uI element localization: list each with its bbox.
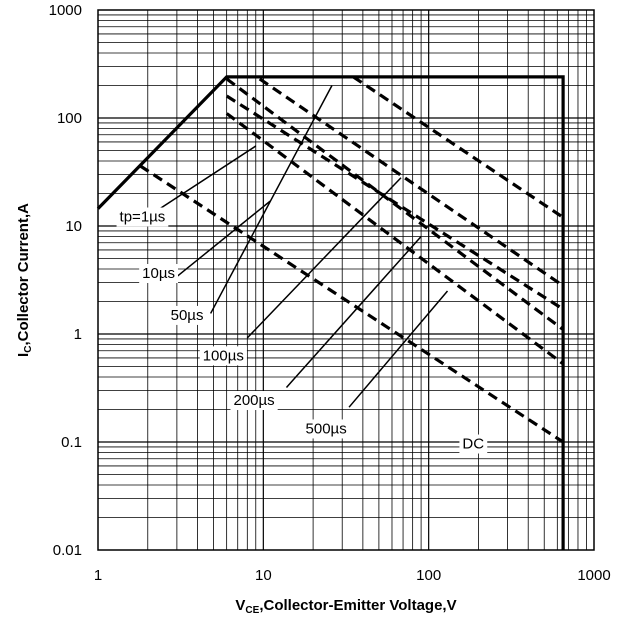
annotation-label-bg [459,434,488,454]
annotation-label: 500µs [306,420,347,437]
series-layer [96,75,565,550]
y-tick-label: 1000 [49,2,82,19]
x-tick-labels: 1 10 100 1000 [94,567,611,584]
annotation-label-bg [167,305,207,325]
annotation-label: 50µs [171,307,204,324]
y-tick-label: 10 [65,218,82,235]
annotation-leader [176,200,271,278]
series-line [258,77,565,288]
x-tick-label: 1000 [577,567,610,584]
annotation-label: tp=1µs [120,209,166,226]
annotation-label-bg [199,346,247,366]
annotation-label: DC [462,436,484,453]
label-layer: tp=1µs 10µs 50µs 100µs 200µs 500µs DC [116,207,488,454]
annotation-leader [246,177,402,339]
x-axis-title: VCE,Collector-Emitter Voltage,V [235,597,456,616]
x-tick-label: 1 [94,567,102,584]
series-line [225,94,564,311]
annotation-label: 200µs [233,392,274,409]
series-line [352,75,564,219]
annotation-leader [348,290,449,408]
series-line [225,112,565,366]
y-tick-label: 1 [74,326,82,343]
annotation-label-bg [139,264,179,284]
y-tick-label: 0.01 [53,542,82,559]
annotation-label-bg [230,391,278,411]
annotation-label: 10µs [142,265,175,282]
annotation-label: 100µs [203,347,244,364]
plot-frame [97,9,595,551]
y-tick-labels: 0.01 0.1 1 10 100 1000 [49,2,82,559]
y-tick-label: 0.1 [61,434,82,451]
y-tick-label: 100 [57,110,82,127]
series-line [96,75,565,550]
series-line [139,164,564,444]
annotation-leader [209,85,333,314]
x-tick-label: 10 [255,567,272,584]
x-tick-label: 100 [416,567,441,584]
y-axis-title: IC,Collector Current,A [15,203,34,357]
annotation-leader [285,235,422,388]
annotation-label-bg [302,419,350,439]
annotation-label-bg [116,207,169,227]
leader-layer [139,85,449,408]
